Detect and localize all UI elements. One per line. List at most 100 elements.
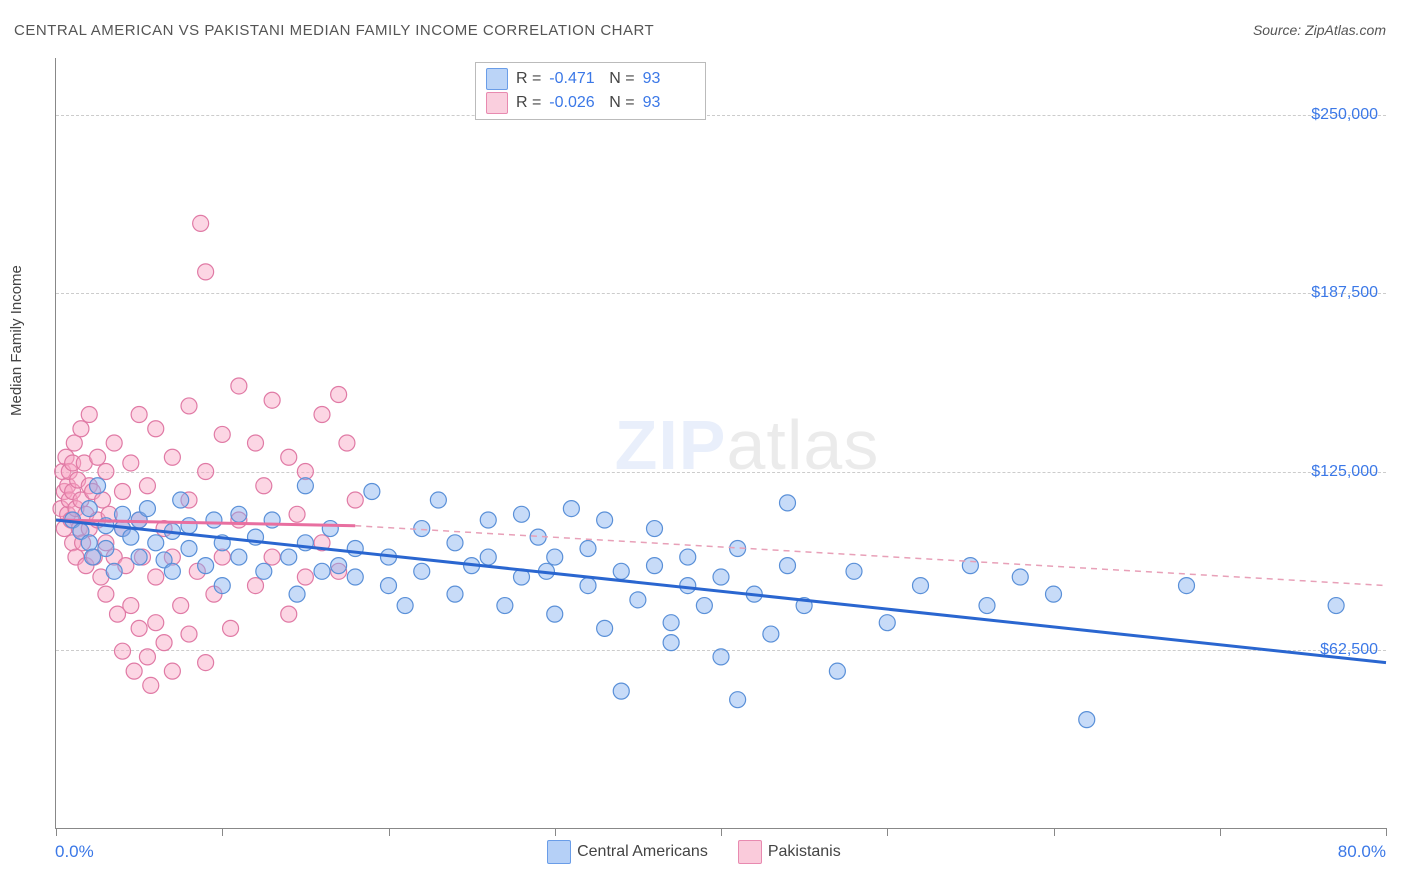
source-name: ZipAtlas.com: [1305, 22, 1386, 38]
data-point: [81, 406, 97, 422]
data-point: [73, 421, 89, 437]
n-value: 93: [643, 67, 695, 91]
data-point: [547, 549, 563, 565]
data-point: [281, 606, 297, 622]
data-point: [264, 392, 280, 408]
n-value: 93: [643, 91, 695, 115]
data-point: [480, 549, 496, 565]
pink-swatch-icon: [486, 92, 508, 114]
data-point: [597, 512, 613, 528]
data-point: [1328, 598, 1344, 614]
data-point: [131, 549, 147, 565]
data-point: [173, 598, 189, 614]
r-label: R =: [516, 91, 541, 115]
pink-swatch-icon: [738, 840, 762, 864]
data-point: [181, 541, 197, 557]
data-point: [347, 492, 363, 508]
y-axis-label: Median Family Income: [8, 265, 25, 416]
data-point: [90, 478, 106, 494]
legend-item: Central Americans: [547, 840, 708, 864]
data-point: [131, 406, 147, 422]
data-point: [647, 521, 663, 537]
data-point: [289, 586, 305, 602]
data-point: [879, 615, 895, 631]
data-point: [331, 387, 347, 403]
x-tick: [887, 828, 888, 836]
data-point: [248, 435, 264, 451]
r-value: -0.471: [549, 67, 601, 91]
data-point: [364, 483, 380, 499]
data-point: [198, 655, 214, 671]
data-point: [696, 598, 712, 614]
data-point: [829, 663, 845, 679]
x-tick: [1054, 828, 1055, 836]
data-point: [156, 635, 172, 651]
data-point: [962, 558, 978, 574]
data-point: [580, 541, 596, 557]
data-point: [347, 569, 363, 585]
data-point: [780, 558, 796, 574]
data-point: [281, 449, 297, 465]
r-label: R =: [516, 67, 541, 91]
stats-row: R = -0.471 N = 93: [486, 67, 695, 91]
series-legend: Central Americans Pakistanis: [547, 840, 841, 864]
data-point: [613, 683, 629, 699]
n-label: N =: [609, 67, 634, 91]
data-point: [206, 512, 222, 528]
data-point: [139, 501, 155, 517]
data-point: [198, 558, 214, 574]
x-tick: [555, 828, 556, 836]
data-point: [231, 378, 247, 394]
data-point: [231, 506, 247, 522]
data-point: [913, 578, 929, 594]
data-point: [115, 483, 131, 499]
data-point: [397, 598, 413, 614]
x-axis-min-label: 0.0%: [55, 842, 94, 862]
legend-label: Pakistanis: [768, 843, 841, 860]
data-point: [123, 455, 139, 471]
data-point: [1179, 578, 1195, 594]
data-point: [123, 598, 139, 614]
data-point: [580, 578, 596, 594]
data-point: [248, 578, 264, 594]
data-point: [198, 264, 214, 280]
data-point: [214, 549, 230, 565]
data-point: [780, 495, 796, 511]
data-point: [193, 215, 209, 231]
data-point: [173, 492, 189, 508]
legend-item: Pakistanis: [738, 840, 841, 864]
data-point: [256, 563, 272, 579]
data-point: [223, 620, 239, 636]
data-point: [1046, 586, 1062, 602]
data-point: [713, 649, 729, 665]
data-point: [1079, 712, 1095, 728]
data-point: [264, 549, 280, 565]
data-point: [126, 663, 142, 679]
data-point: [148, 615, 164, 631]
data-point: [480, 512, 496, 528]
data-point: [98, 541, 114, 557]
data-point: [181, 398, 197, 414]
blue-swatch-icon: [486, 68, 508, 90]
data-point: [214, 578, 230, 594]
data-point: [447, 535, 463, 551]
data-point: [630, 592, 646, 608]
data-point: [447, 586, 463, 602]
n-label: N =: [609, 91, 634, 115]
data-point: [613, 563, 629, 579]
x-tick: [721, 828, 722, 836]
data-point: [131, 620, 147, 636]
data-point: [123, 529, 139, 545]
chart-title: CENTRAL AMERICAN VS PAKISTANI MEDIAN FAM…: [14, 22, 654, 39]
data-point: [81, 501, 97, 517]
data-point: [381, 578, 397, 594]
data-point: [322, 521, 338, 537]
x-tick: [56, 828, 57, 836]
data-point: [314, 563, 330, 579]
data-point: [314, 406, 330, 422]
data-point: [164, 449, 180, 465]
data-point: [730, 692, 746, 708]
data-point: [289, 506, 305, 522]
legend-label: Central Americans: [577, 843, 708, 860]
data-point: [164, 663, 180, 679]
